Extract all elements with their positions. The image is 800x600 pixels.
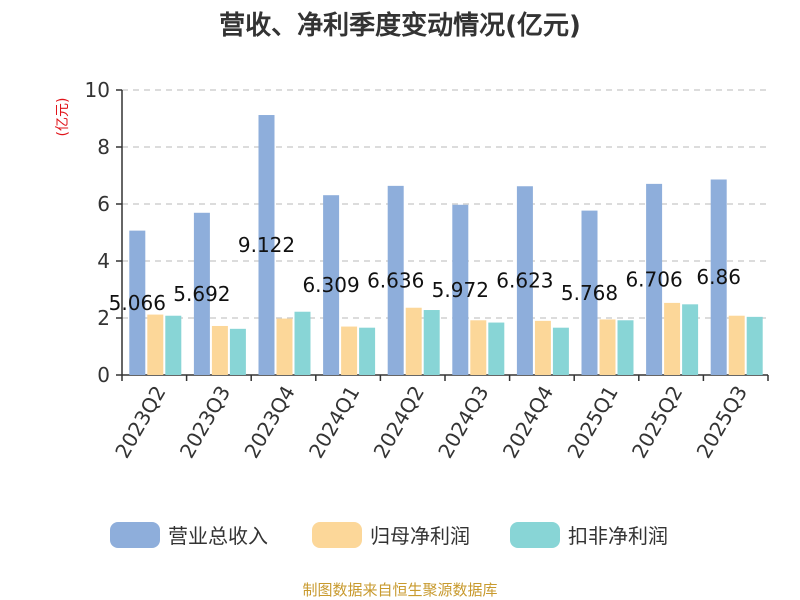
bar-1-2025Q3 — [728, 315, 745, 375]
bar-0-2024Q4 — [516, 186, 533, 375]
data-label-2024Q4: 6.623 — [496, 269, 553, 293]
x-tick-label-2025Q3: 2025Q3 — [692, 382, 752, 463]
data-label-2025Q2: 6.706 — [625, 267, 682, 291]
y-tick-label-4: 4 — [97, 249, 110, 273]
y-axis-unit-label: (亿元) — [55, 98, 71, 137]
data-label-2023Q2: 5.066 — [109, 291, 166, 315]
y-tick-label-2: 2 — [97, 306, 110, 330]
bar-1-2025Q2 — [664, 302, 681, 375]
legend-swatch-2 — [510, 522, 560, 548]
bar-1-2023Q4 — [276, 318, 293, 375]
data-label-2025Q1: 5.768 — [561, 281, 618, 305]
x-tick-label-2024Q4: 2024Q4 — [498, 382, 558, 463]
bar-2-2023Q3 — [229, 328, 246, 375]
y-tick-label-10: 10 — [85, 78, 110, 102]
y-tick-label-8: 8 — [97, 135, 110, 159]
bar-2-2024Q3 — [488, 322, 505, 375]
bar-0-2025Q1 — [581, 210, 598, 375]
bar-2-2024Q1 — [359, 327, 376, 375]
y-axis: 0 2 4 6 8 10 — [85, 78, 123, 387]
bar-1-2024Q4 — [534, 320, 551, 375]
data-label-2024Q2: 6.636 — [367, 268, 424, 292]
source-note: 制图数据来自恒生聚源数据库 — [302, 581, 497, 599]
legend-label-0: 营业总收入 — [168, 524, 268, 548]
bar-2-2025Q2 — [682, 304, 699, 375]
bars — [129, 115, 763, 375]
legend-swatch-0 — [110, 522, 160, 548]
data-label-2024Q1: 6.309 — [302, 273, 359, 297]
data-label-2023Q3: 5.692 — [173, 282, 230, 306]
x-tick-label-2023Q2: 2023Q2 — [110, 382, 170, 463]
x-tick-label-2023Q3: 2023Q3 — [175, 382, 235, 463]
bar-2-2023Q4 — [294, 311, 311, 375]
x-tick-label-2025Q2: 2025Q2 — [627, 382, 687, 463]
x-tick-label-2025Q1: 2025Q1 — [562, 382, 622, 463]
legend-label-2: 扣非净利润 — [568, 524, 668, 548]
bar-2-2023Q2 — [165, 315, 182, 375]
bar-2-2024Q4 — [552, 327, 569, 375]
legend-swatch-1 — [312, 522, 362, 548]
bar-2-2025Q1 — [617, 320, 634, 375]
bar-0-2023Q4 — [258, 115, 275, 375]
bar-2-2024Q2 — [423, 310, 440, 375]
bar-0-2024Q2 — [387, 185, 404, 375]
grid-lines — [122, 89, 768, 319]
y-tick-label-0: 0 — [97, 363, 110, 387]
bar-1-2023Q2 — [147, 314, 164, 375]
x-tick-label-2024Q3: 2024Q3 — [433, 382, 493, 463]
bar-0-2024Q3 — [452, 204, 469, 375]
x-tick-label-2024Q2: 2024Q2 — [369, 382, 429, 463]
bar-1-2023Q3 — [211, 325, 228, 375]
bar-1-2025Q1 — [599, 319, 616, 375]
data-label-2023Q4: 9.122 — [238, 233, 295, 257]
data-label-2024Q3: 5.972 — [432, 278, 489, 302]
bar-0-2023Q3 — [193, 212, 210, 375]
x-tick-label-2023Q4: 2023Q4 — [239, 382, 299, 463]
bar-1-2024Q1 — [341, 326, 358, 375]
bar-0-2024Q1 — [323, 195, 340, 375]
x-tick-label-2024Q1: 2024Q1 — [304, 382, 364, 463]
bar-0-2025Q3 — [710, 179, 727, 375]
x-axis: 2023Q2 2023Q3 2023Q4 2024Q1 2024Q2 2024Q3 2024… — [110, 374, 769, 463]
bar-0-2025Q2 — [646, 183, 663, 375]
bar-1-2024Q2 — [405, 307, 422, 375]
y-tick-label-6: 6 — [97, 192, 110, 216]
bar-1-2024Q3 — [470, 320, 487, 375]
bar-2-2025Q3 — [746, 316, 763, 375]
chart-title: 营收、净利季度变动情况(亿元) — [219, 10, 581, 41]
legend-label-1: 归母净利润 — [370, 524, 470, 548]
legend: 营业总收入 归母净利润 扣非净利润 — [110, 522, 668, 548]
data-label-2025Q3: 6.86 — [696, 265, 741, 289]
data-labels: 5.066 5.692 9.122 6.309 6.636 5.972 6.623 5.768… — [109, 233, 741, 315]
bar-0-2023Q2 — [129, 230, 146, 375]
